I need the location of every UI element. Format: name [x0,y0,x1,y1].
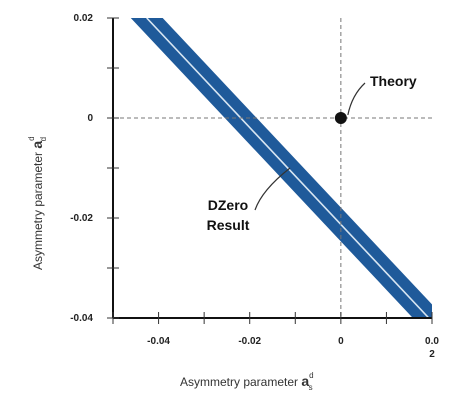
annotations: Theory DZero Result [207,73,417,233]
result-label: DZero [208,197,248,213]
x-tick-label-last: 2 [429,349,435,360]
result-pointer [254,167,291,211]
y-tick-label: 0.02 [74,13,94,24]
x-axis-label: Asymmetry parameter ad s [180,371,314,392]
x-axis-symbol-sub: s [309,383,313,392]
y-axis-symbol: a [29,141,45,149]
y-tick-label: -0.02 [70,213,93,224]
axis-labels: Asymmetry parameter ad s Asymmetry paramet… [27,136,314,392]
y-axis-symbol-sup: d [27,136,36,140]
y-axis-symbol-sub: d [39,137,48,141]
ticks: 0.020-0.02-0.04-0.04 -0.02 0 0.02 [70,13,439,360]
result-center-line [146,18,430,318]
x-tick-label: -0.04 [147,336,170,347]
x-axis-symbol-sup: d [309,371,313,380]
y-tick-label: 0 [87,113,93,124]
y-axis-label: Asymmetry parameter ad d [27,136,48,270]
theory-point [334,112,347,124]
result-band [130,18,432,318]
theory-pointer [347,82,366,116]
x-axis-symbol: a [301,373,309,389]
band-layer [130,18,432,318]
theory-label: Theory [370,73,417,89]
y-tick-label: -0.04 [70,313,93,324]
x-tick-label: -0.02 [238,336,261,347]
reference-lines [113,18,432,318]
result-label: Result [207,217,250,233]
x-tick-label-last: 0.0 [425,336,439,347]
x-tick-label: 0 [338,336,344,347]
